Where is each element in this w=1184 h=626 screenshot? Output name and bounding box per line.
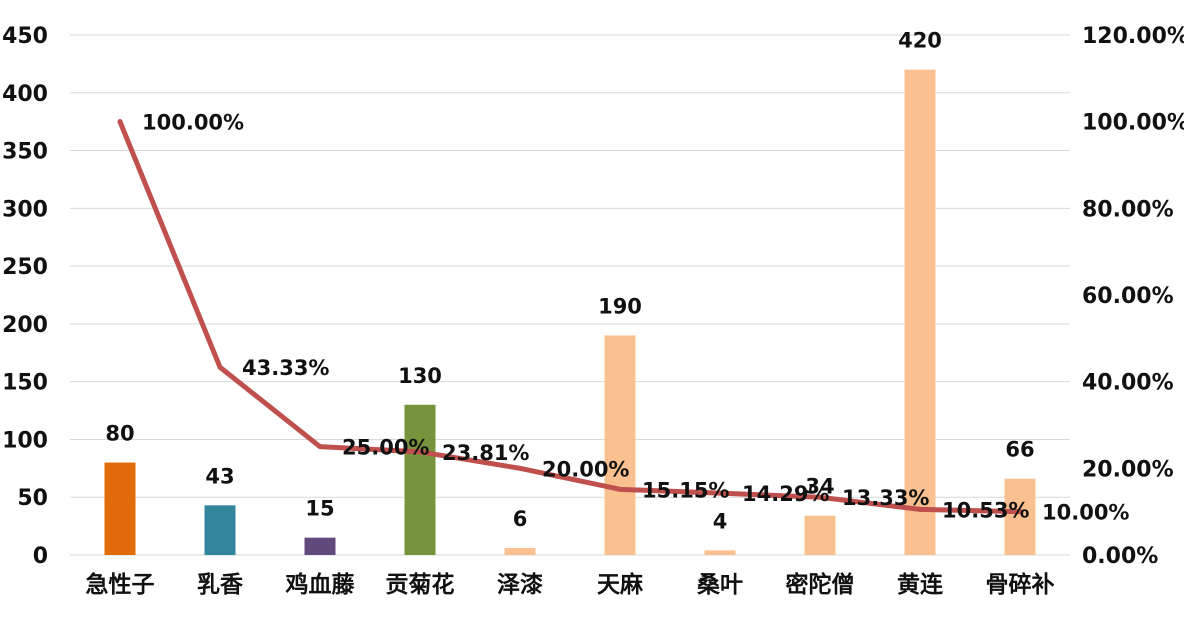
x-tick-label: 乳香 xyxy=(197,571,244,598)
line-point xyxy=(917,506,923,512)
x-tick-label: 天麻 xyxy=(597,571,644,598)
y2-tick-label: 20.00% xyxy=(1082,457,1174,482)
line-data-label: 100.00% xyxy=(142,111,244,135)
bar-data-label: 15 xyxy=(305,497,334,521)
bar-data-label: 130 xyxy=(398,364,442,388)
x-tick-label: 密陀僧 xyxy=(786,571,855,598)
x-axis: 急性子 乳香 鸡血藤 贡菊花 泽漆 天麻 桑叶 密陀僧 黄连 骨碎补 xyxy=(86,571,1055,598)
bar xyxy=(804,515,836,555)
line-data-label: 23.81% xyxy=(442,441,529,465)
x-tick-label: 鸡血藤 xyxy=(285,571,356,598)
bar-data-label: 420 xyxy=(898,29,942,53)
bar-data-label: 6 xyxy=(513,507,528,531)
bar xyxy=(604,335,636,555)
y2-tick-label: 0.00% xyxy=(1082,544,1158,569)
y2-tick-label: 40.00% xyxy=(1082,371,1174,396)
y-tick-label: 50 xyxy=(17,486,48,511)
bar xyxy=(404,404,436,555)
y-tick-label: 0 xyxy=(33,544,48,569)
y2-tick-label: 80.00% xyxy=(1082,197,1174,222)
y-tick-label: 300 xyxy=(2,197,48,222)
bar-data-label: 4 xyxy=(713,509,728,533)
x-tick-label: 急性子 xyxy=(86,571,155,598)
y-tick-label: 250 xyxy=(2,255,48,280)
y2-tick-label: 120.00% xyxy=(1082,24,1184,49)
y-tick-label: 400 xyxy=(2,82,48,107)
line-point xyxy=(217,364,223,370)
y-tick-label: 100 xyxy=(2,428,48,453)
y-tick-label: 350 xyxy=(2,140,48,165)
line-point xyxy=(1017,509,1023,515)
x-tick-label: 泽漆 xyxy=(497,572,543,598)
line-data-label: 13.33% xyxy=(842,486,929,510)
y-tick-label: 150 xyxy=(2,371,48,396)
line-path xyxy=(117,119,1023,515)
bar-data-label: 80 xyxy=(105,422,134,446)
bar-data-label: 43 xyxy=(205,464,234,488)
line-series xyxy=(117,119,1023,515)
x-tick-label: 贡菊花 xyxy=(386,572,455,598)
bar xyxy=(304,537,336,555)
bar xyxy=(504,548,536,555)
line-data-label: 15.15% xyxy=(642,478,729,502)
line-point xyxy=(117,119,123,125)
bar-series xyxy=(104,69,1036,556)
line-point xyxy=(817,494,823,500)
line-data-label: 43.33% xyxy=(242,356,329,380)
line-point xyxy=(517,465,523,471)
line-point xyxy=(617,486,623,492)
y2-tick-label: 100.00% xyxy=(1082,111,1184,136)
line-data-label: 10.53% xyxy=(942,498,1029,522)
line-data-label: 10.00% xyxy=(1042,501,1129,525)
line-point xyxy=(417,449,423,455)
y-tick-label: 200 xyxy=(2,313,48,338)
x-tick-label: 黄连 xyxy=(897,571,944,598)
line-data-label: 25.00% xyxy=(342,436,429,460)
bar xyxy=(204,505,236,555)
line-point xyxy=(717,490,723,496)
line-data-label: 14.29% xyxy=(742,482,829,506)
bar xyxy=(704,550,736,555)
bar xyxy=(904,69,936,556)
line-data-labels: 100.00% 43.33% 25.00% 23.81% 20.00% 15.15% 14.… xyxy=(142,111,1129,525)
y-tick-label: 450 xyxy=(2,24,48,49)
line-point xyxy=(317,444,323,450)
y-axis-right: 0.00% 20.00% 40.00% 60.00% 80.00% 100.00% 120.… xyxy=(1082,24,1184,569)
bar xyxy=(104,462,136,555)
bar-data-label: 66 xyxy=(1005,438,1034,462)
y-axis-left: 0 50 100 150 200 250 300 350 400 450 xyxy=(2,24,48,569)
bar-data-label: 190 xyxy=(598,294,642,318)
x-tick-label: 骨碎补 xyxy=(986,571,1055,598)
x-tick-label: 桑叶 xyxy=(697,572,743,598)
y2-tick-label: 60.00% xyxy=(1082,284,1174,309)
bar xyxy=(1004,478,1036,555)
line-data-label: 20.00% xyxy=(542,457,629,481)
